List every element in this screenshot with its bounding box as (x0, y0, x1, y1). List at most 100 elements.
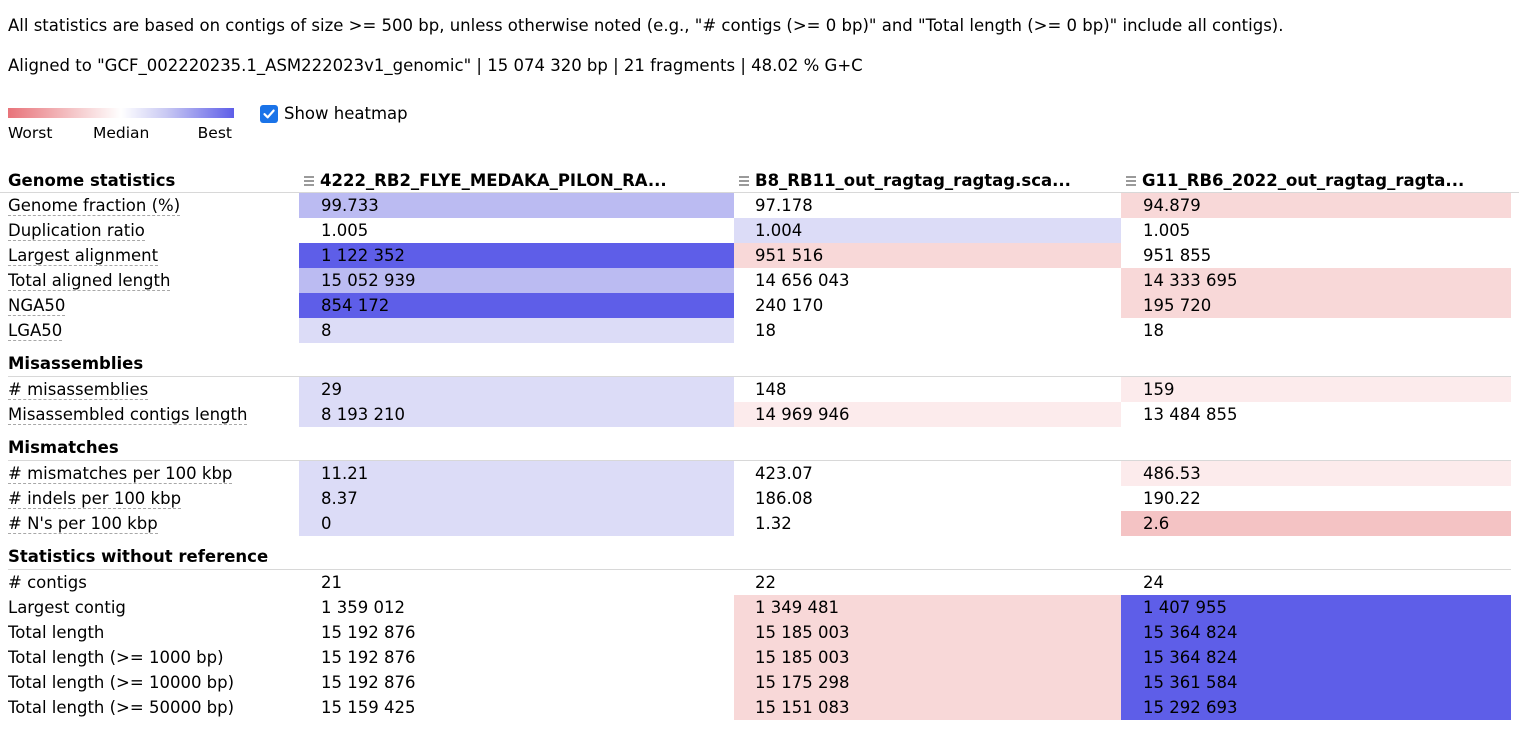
metric-value: 8.37 (299, 486, 734, 511)
legend-worst-label: Worst (8, 124, 53, 142)
metric-label-text: # contigs (8, 573, 87, 592)
table-row: Total aligned length 15 052 939 14 656 043… (0, 268, 1519, 293)
metric-label-text: Total length (>= 1000 bp) (8, 648, 224, 667)
table-row: LGA50 8 18 18 (0, 318, 1519, 343)
metric-label: Total length (>= 1000 bp) (8, 645, 298, 670)
metric-value: 1 407 955 (1121, 595, 1511, 620)
metric-label-text: Largest alignment (8, 246, 159, 266)
column-header-label: G11_RB6_2022_out_ragtag_ragta... (1142, 170, 1465, 190)
metric-value: 1.32 (734, 511, 1121, 536)
metric-label: Duplication ratio (8, 218, 298, 243)
column-header-3[interactable]: G11_RB6_2022_out_ragtag_ragta... (1121, 168, 1511, 193)
statistics-table: Genome statistics 4222_RB2_FLYE_MEDAKA_PI… (0, 168, 1519, 720)
heatmap-gradient (8, 108, 234, 118)
table-header-row: Genome statistics 4222_RB2_FLYE_MEDAKA_PI… (0, 168, 1519, 193)
stats-note: All statistics are based on contigs of s… (8, 16, 1284, 35)
metric-label-text: # indels per 100 kbp (8, 489, 182, 509)
metric-label: # contigs (8, 570, 298, 595)
metric-label-text: Duplication ratio (8, 221, 145, 241)
table-row: # mismatches per 100 kbp 11.21 423.07 486.5… (0, 461, 1519, 486)
metric-label-text: NGA50 (8, 296, 66, 316)
metric-value: 15 159 425 (299, 695, 734, 720)
metric-value: 15 292 693 (1121, 695, 1511, 720)
column-header-label: B8_RB11_out_ragtag_ragtag.sca... (755, 170, 1071, 190)
metric-value: 13 484 855 (1121, 402, 1511, 427)
metric-label: NGA50 (8, 293, 298, 318)
metric-value: 21 (299, 570, 734, 595)
table-row: Largest alignment 1 122 352 951 516 951 855 (0, 243, 1519, 268)
legend-best-label: Best (197, 124, 232, 142)
metric-value: 22 (734, 570, 1121, 595)
drag-handle-icon[interactable] (304, 174, 314, 188)
section-title: Statistics without reference (8, 545, 1511, 570)
metric-value: 15 185 003 (734, 645, 1121, 670)
metric-value: 486.53 (1121, 461, 1511, 486)
section-header-row: Mismatches (0, 427, 1519, 461)
section-header-row: Misassemblies (0, 343, 1519, 377)
metric-label: Total aligned length (8, 268, 298, 293)
table-row: Total length (>= 1000 bp) 15 192 876 15 18… (0, 645, 1519, 670)
metric-value: 1.004 (734, 218, 1121, 243)
show-heatmap-toggle[interactable]: Show heatmap (260, 104, 408, 123)
metric-value: 15 192 876 (299, 620, 734, 645)
metric-label-text: Total length (>= 50000 bp) (8, 698, 235, 717)
metric-value: 8 193 210 (299, 402, 734, 427)
metric-value: 18 (1121, 318, 1511, 343)
metric-value: 15 364 824 (1121, 620, 1511, 645)
metric-value: 186.08 (734, 486, 1121, 511)
metric-value: 190.22 (1121, 486, 1511, 511)
reference-info: Aligned to "GCF_002220235.1_ASM222023v1_… (8, 56, 863, 75)
metric-label-text: Total length (>= 10000 bp) (8, 673, 235, 692)
column-header-2[interactable]: B8_RB11_out_ragtag_ragtag.sca... (734, 168, 1121, 193)
drag-handle-icon[interactable] (1126, 174, 1136, 188)
metric-value: 195 720 (1121, 293, 1511, 318)
metric-value: 1 349 481 (734, 595, 1121, 620)
metric-value: 15 364 824 (1121, 645, 1511, 670)
metric-label: LGA50 (8, 318, 298, 343)
metric-value: 15 185 003 (734, 620, 1121, 645)
metric-value: 14 333 695 (1121, 268, 1511, 293)
metric-value: 99.733 (299, 193, 734, 218)
table-row: Duplication ratio 1.005 1.004 1.005 (0, 218, 1519, 243)
table-row: # misassemblies 29 148 159 (0, 377, 1519, 402)
metric-label: # misassemblies (8, 377, 298, 402)
metric-value: 15 192 876 (299, 645, 734, 670)
metric-label-text: Misassembled contigs length (8, 405, 248, 425)
table-row: # indels per 100 kbp 8.37 186.08 190.22 (0, 486, 1519, 511)
table-row: Total length (>= 10000 bp) 15 192 876 15 1… (0, 670, 1519, 695)
metric-value: 1 122 352 (299, 243, 734, 268)
metric-label-text: LGA50 (8, 321, 63, 341)
metric-label-text: Genome fraction (%) (8, 196, 181, 216)
metric-value: 18 (734, 318, 1121, 343)
metric-value: 11.21 (299, 461, 734, 486)
metric-label-text: # misassemblies (8, 380, 149, 400)
drag-handle-icon[interactable] (739, 174, 749, 188)
metric-label: # N's per 100 kbp (8, 511, 298, 536)
metric-value: 15 151 083 (734, 695, 1121, 720)
metric-value: 159 (1121, 377, 1511, 402)
metric-value: 854 172 (299, 293, 734, 318)
metric-value: 0 (299, 511, 734, 536)
column-header-label: 4222_RB2_FLYE_MEDAKA_PILON_RA... (320, 170, 667, 190)
section-header-row: Statistics without reference (0, 536, 1519, 570)
table-row: Total length (>= 50000 bp) 15 159 425 15 1… (0, 695, 1519, 720)
metric-value: 2.6 (1121, 511, 1511, 536)
metric-label-text: Largest contig (8, 598, 126, 617)
metric-value: 14 969 946 (734, 402, 1121, 427)
table-row: # contigs 21 22 24 (0, 570, 1519, 595)
metric-label: Total length (>= 50000 bp) (8, 695, 298, 720)
metric-label: # mismatches per 100 kbp (8, 461, 298, 486)
metric-label-text: # mismatches per 100 kbp (8, 464, 233, 484)
metric-value: 29 (299, 377, 734, 402)
column-header-1[interactable]: 4222_RB2_FLYE_MEDAKA_PILON_RA... (299, 168, 734, 193)
metric-value: 240 170 (734, 293, 1121, 318)
metric-label: Genome fraction (%) (8, 193, 298, 218)
metric-value: 8 (299, 318, 734, 343)
metric-label: Total length (>= 10000 bp) (8, 670, 298, 695)
heatmap-checkbox[interactable] (260, 104, 278, 123)
heatmap-legend: Worst Median Best (8, 108, 234, 146)
metric-value: 15 361 584 (1121, 670, 1511, 695)
metric-value: 1 359 012 (299, 595, 734, 620)
check-icon (263, 109, 275, 118)
metric-value: 951 855 (1121, 243, 1511, 268)
